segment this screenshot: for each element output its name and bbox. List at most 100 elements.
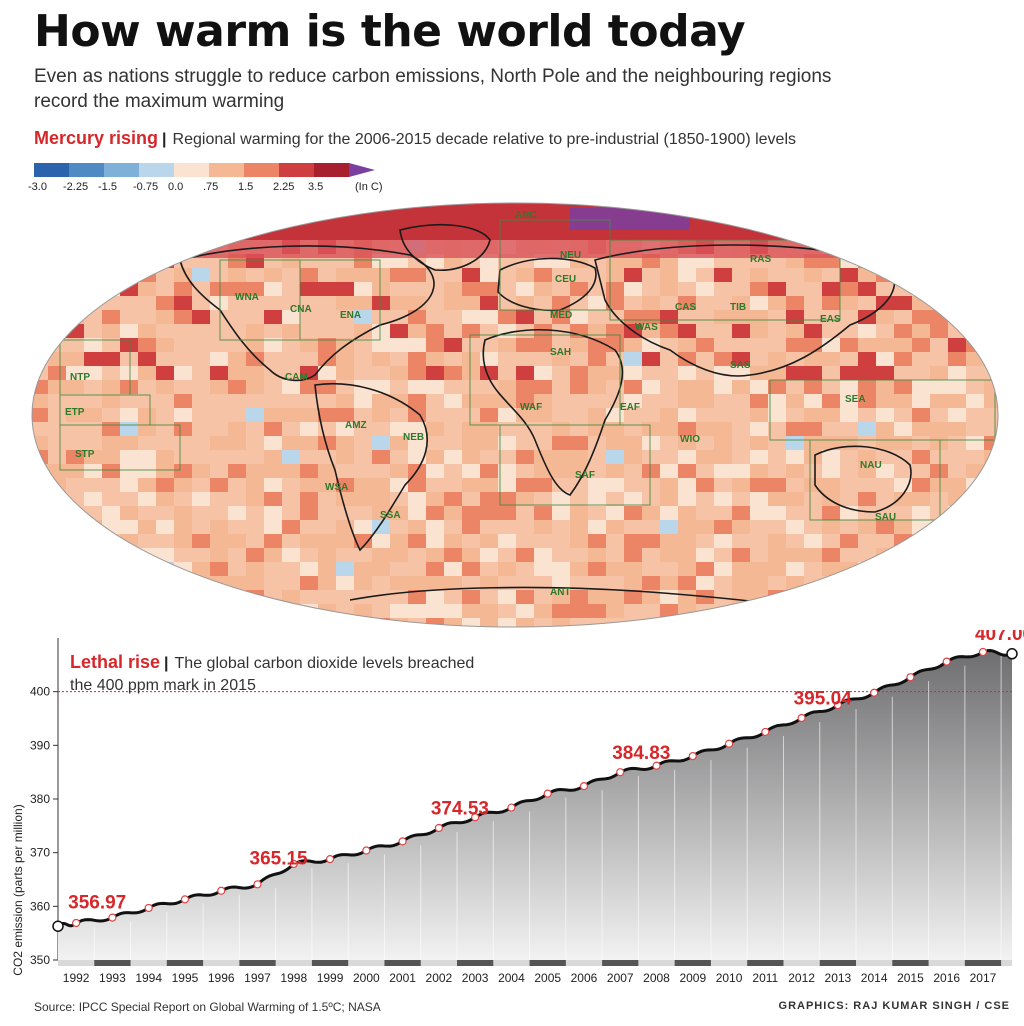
map-cell <box>894 240 912 254</box>
map-cell <box>930 380 948 394</box>
map-cell <box>300 478 318 492</box>
map-cell <box>894 268 912 282</box>
map-cell <box>588 534 606 548</box>
map-cell <box>714 618 732 627</box>
map-cell <box>390 422 408 436</box>
map-cell <box>714 492 732 506</box>
map-cell <box>858 576 876 590</box>
map-cell <box>192 534 210 548</box>
x-tick-label: 2008 <box>643 971 670 985</box>
map-cell <box>318 464 336 478</box>
map-cell <box>228 506 246 520</box>
region-label: ARC <box>515 210 537 221</box>
map-cell <box>768 492 786 506</box>
value-annotation: 365.15 <box>250 849 309 870</box>
graphics-credit: GRAPHICS: RAJ KUMAR SINGH / CSE <box>778 1000 1010 1012</box>
map-cell <box>462 590 480 604</box>
map-cell <box>84 254 102 268</box>
map-cell <box>678 520 696 534</box>
region-label: SAH <box>550 347 571 358</box>
map-cell <box>966 268 984 282</box>
map-cell <box>912 324 930 338</box>
map-cell <box>984 310 998 324</box>
map-cell <box>102 618 120 627</box>
map-cell <box>930 478 948 492</box>
map-cell <box>750 436 768 450</box>
data-point-marker <box>579 782 589 791</box>
map-cell <box>750 380 768 394</box>
map-cell <box>210 380 228 394</box>
map-cell <box>552 296 570 310</box>
map-cell <box>786 548 804 562</box>
map-cell <box>336 576 354 590</box>
map-cell <box>948 478 966 492</box>
map-cell <box>318 366 336 380</box>
map-cell <box>138 562 156 576</box>
europe-outline <box>497 257 597 312</box>
map-cell <box>246 618 264 627</box>
map-cell <box>732 562 750 576</box>
map-cell <box>552 506 570 520</box>
map-cell <box>228 422 246 436</box>
region-labels: ARC RAS WNA CNA ENA NEU CEU CAS TIB EAS MED WAS SAH S… <box>65 210 896 598</box>
map-cell <box>768 478 786 492</box>
map-cell <box>930 534 948 548</box>
map-cell <box>786 296 804 310</box>
map-cell <box>282 436 300 450</box>
map-cell <box>174 576 192 590</box>
map-cell <box>282 464 300 478</box>
map-cell <box>48 352 66 366</box>
map-cell <box>894 254 912 268</box>
x-tick-label: 1992 <box>63 971 90 985</box>
map-cell <box>714 268 732 282</box>
map-cell <box>480 576 498 590</box>
map-cell <box>678 478 696 492</box>
map-cell <box>174 422 192 436</box>
map-cell <box>48 254 66 268</box>
map-cell <box>138 520 156 534</box>
map-cell <box>984 254 998 268</box>
map-cell <box>768 562 786 576</box>
map-cell <box>32 240 48 254</box>
data-point-marker <box>144 903 153 913</box>
map-cell <box>516 268 534 282</box>
map-cell <box>336 296 354 310</box>
map-cell <box>32 324 48 338</box>
map-cell <box>984 296 998 310</box>
map-cell <box>606 478 624 492</box>
map-cell <box>372 436 390 450</box>
map-cell <box>156 520 174 534</box>
map-cell <box>858 324 876 338</box>
map-cell <box>462 604 480 618</box>
source-note: Source: IPCC Special Report on Global Wa… <box>34 1000 381 1014</box>
map-cell <box>156 296 174 310</box>
map-cell <box>894 296 912 310</box>
map-cell <box>336 268 354 282</box>
map-cell <box>696 380 714 394</box>
map-cell <box>930 436 948 450</box>
map-cell <box>66 464 84 478</box>
map-cell <box>912 254 930 268</box>
map-cell <box>426 520 444 534</box>
map-cell <box>390 338 408 352</box>
map-cell <box>156 450 174 464</box>
map-cell <box>246 548 264 562</box>
map-cell <box>408 352 426 366</box>
map-cell <box>480 296 498 310</box>
map-cell <box>156 478 174 492</box>
map-cell <box>120 338 138 352</box>
map-cell <box>408 310 426 324</box>
region-label: SEA <box>845 394 866 405</box>
map-cell <box>552 590 570 604</box>
map-cell <box>570 604 588 618</box>
data-point-marker <box>253 880 262 889</box>
map-cell <box>426 380 444 394</box>
map-cell <box>858 562 876 576</box>
map-cell <box>732 464 750 478</box>
map-cell <box>516 492 534 506</box>
map-cell <box>120 590 138 604</box>
map-cell <box>948 296 966 310</box>
south-america-outline <box>314 382 428 552</box>
map-cell <box>408 534 426 548</box>
map-cell <box>192 604 210 618</box>
